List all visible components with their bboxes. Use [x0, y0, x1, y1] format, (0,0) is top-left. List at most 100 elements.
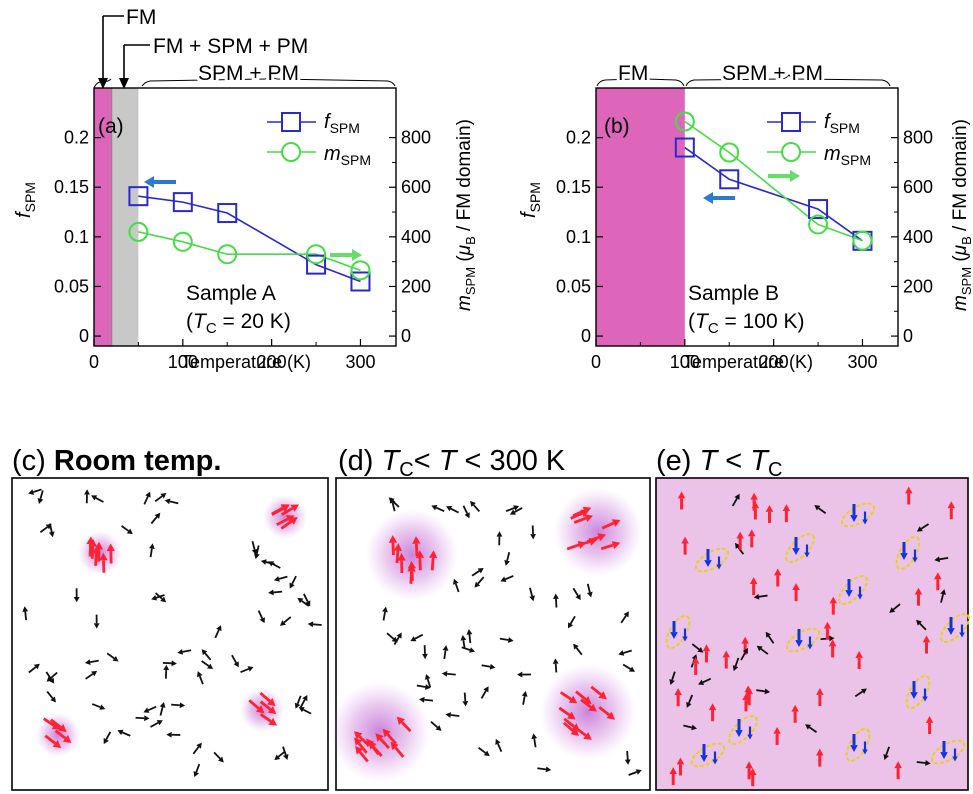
spin-arrow	[251, 540, 258, 555]
spin-arrow	[253, 545, 260, 560]
spin-arrow	[117, 729, 131, 737]
spin-arrow	[42, 717, 61, 730]
y-right-tick-label: 200	[401, 276, 431, 296]
series-markers	[674, 111, 873, 251]
spin-arrow	[164, 498, 179, 505]
spin-arrow	[805, 724, 818, 733]
y-left-tick-label: 0	[581, 326, 591, 346]
x-tick-label: 100	[670, 352, 700, 372]
spin-arrow	[773, 726, 781, 745]
spin-arrow	[197, 671, 204, 685]
spin-arrow	[620, 611, 629, 624]
spin-arrow	[676, 757, 685, 776]
series-markers	[128, 186, 371, 292]
y-right-tick-label: 800	[903, 128, 933, 148]
spin-arrow	[298, 707, 312, 715]
spin-arrow	[577, 537, 598, 547]
x-axis-label-b: Temperature (K)	[683, 352, 813, 372]
spin-arrow	[442, 645, 449, 660]
legend-f-label: fSPM	[324, 111, 360, 136]
spin-arrow	[177, 648, 192, 655]
y-left-tick-label: 0	[79, 326, 89, 346]
panel-title-d: (d) TC< T < 300 K	[338, 445, 566, 481]
spm-cluster-glow	[36, 713, 80, 757]
series-line-f	[138, 195, 361, 283]
data-point-f	[217, 203, 238, 224]
spin-arrow	[91, 703, 106, 710]
spin-arrow	[845, 579, 853, 597]
spin-arrow	[732, 657, 740, 672]
legend-square-marker	[781, 112, 801, 132]
spin-arrow	[530, 525, 536, 540]
legend-circle-marker	[781, 142, 801, 162]
spin-arrow	[517, 671, 532, 678]
spin-arrow	[828, 639, 837, 658]
spin-arrow	[259, 691, 276, 707]
spin-arrow	[240, 666, 254, 674]
legend-m-label: mSPM	[324, 143, 371, 168]
y-left-tick-label: 0.2	[64, 128, 89, 148]
spin-arrow	[683, 724, 698, 731]
tc-label-a: (TC = 20 K)	[186, 310, 291, 337]
data-point-m	[128, 221, 149, 242]
spin-arrow	[628, 769, 642, 776]
spin-arrow	[681, 536, 689, 555]
spin-arrow	[99, 552, 108, 573]
spin-arrow	[622, 663, 636, 672]
spin-arrow	[214, 625, 222, 639]
spin-arrow	[782, 504, 791, 523]
spin-arrow	[410, 633, 424, 642]
spin-arrow	[106, 543, 115, 564]
spin-arrow	[419, 696, 434, 703]
spin-arrow	[795, 629, 803, 647]
spin-arrow	[816, 748, 824, 767]
spin-arrow	[914, 587, 923, 606]
spin-arrow	[274, 750, 286, 761]
spin-arrow	[388, 535, 398, 556]
spin-arrow	[562, 721, 579, 737]
spin-arrow	[854, 688, 867, 698]
spin-arrow	[816, 687, 824, 706]
spin-arrow	[735, 719, 743, 737]
spin-arrow	[912, 549, 918, 563]
sample-name-b: Sample B	[688, 282, 779, 305]
spin-arrow	[39, 523, 52, 533]
spin-arrow	[424, 673, 432, 688]
x-tick-label: 0	[89, 352, 99, 372]
spin-arrow	[934, 572, 942, 591]
data-point-f	[306, 254, 327, 275]
direction-arrows-a	[144, 176, 362, 261]
spin-arrow	[686, 694, 694, 708]
phase-annotations: FM SPM + PM	[596, 59, 891, 88]
spin-arrow	[462, 692, 469, 707]
spin-arrow	[553, 593, 559, 608]
spin-arrow	[159, 701, 166, 716]
spin-arrow	[430, 721, 442, 731]
spin-arrow	[792, 537, 800, 555]
spin-arrow	[712, 751, 718, 765]
spin-arrow	[495, 738, 503, 753]
y-right-tick-label: 0	[401, 326, 411, 346]
spin-arrow	[375, 733, 390, 749]
phase-annotations: FM FM + SPM + PM SPM + PM	[93, 6, 396, 89]
spin-arrow	[446, 506, 459, 514]
spin-arrow	[248, 699, 265, 714]
spin-arrow	[521, 690, 528, 705]
y-right-tick-label: 400	[903, 227, 933, 247]
spin-arrow	[462, 505, 470, 519]
data-point-m	[719, 142, 740, 163]
spin-arrow	[677, 491, 686, 510]
spin-arrow	[500, 575, 514, 582]
spin-arrow	[201, 660, 214, 670]
spin-arrow	[279, 616, 292, 626]
fm-spm-pm-label: FM + SPM + PM	[153, 35, 308, 58]
spm-cluster-glow	[263, 495, 307, 539]
spm-pm-label: SPM + PM	[198, 62, 299, 85]
data-point-f	[674, 137, 695, 158]
spin-arrow	[750, 492, 758, 511]
spin-arrow	[792, 583, 800, 602]
plot-b: 0 100 200 300 0 0.05 0.1 0.15 0.2 0 200 400 600 800 F…	[518, 59, 973, 372]
svg-text:mSPM (μB / FM domain): mSPM (μB / FM domain)	[950, 119, 973, 311]
panel-label-a: (a)	[98, 115, 124, 138]
